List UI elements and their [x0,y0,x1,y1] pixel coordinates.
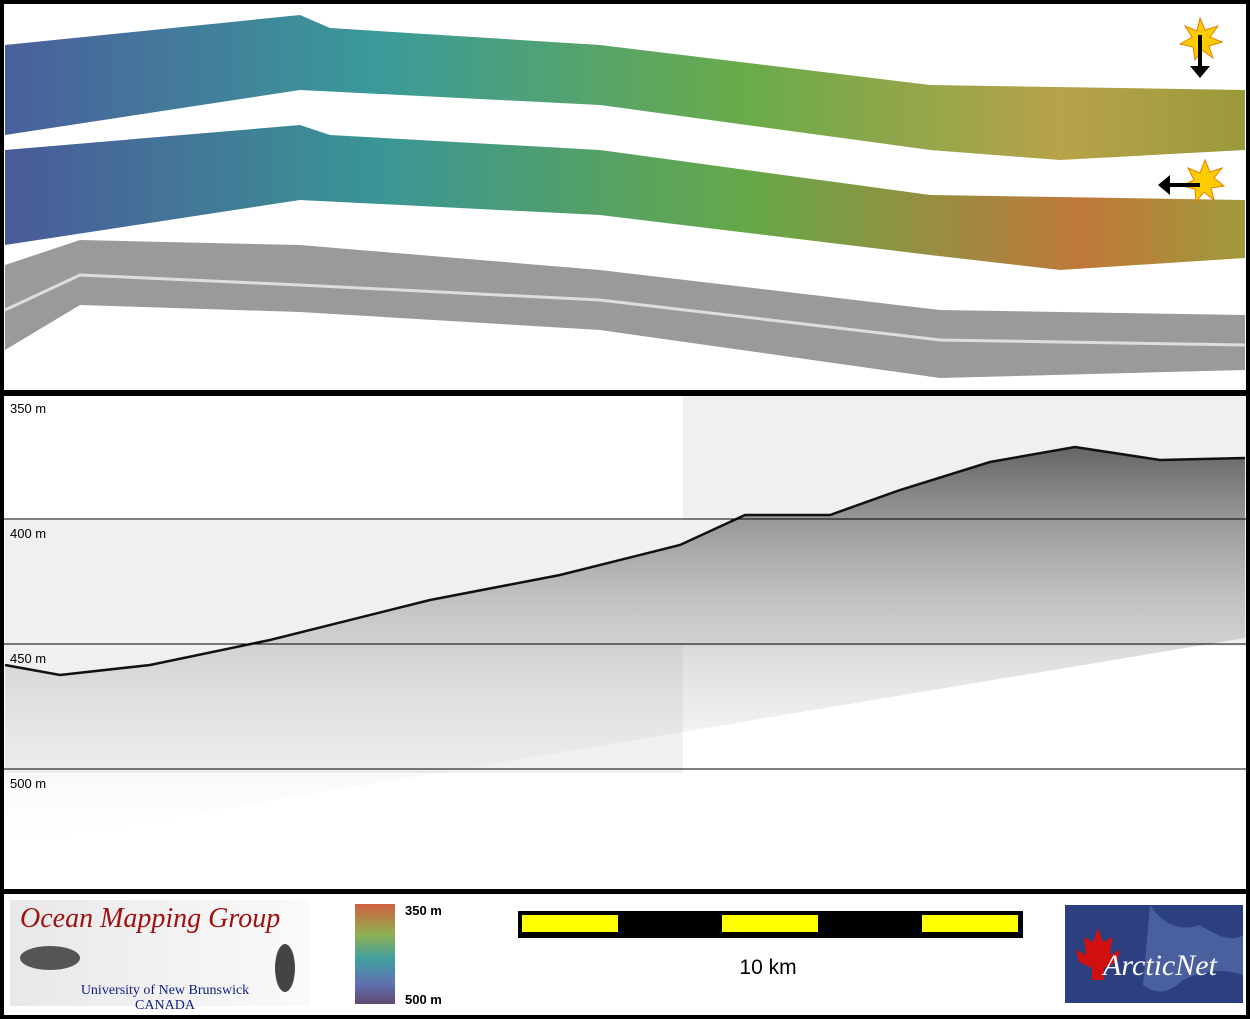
logo-map [1143,905,1243,992]
nadir-line [4,273,1246,347]
logo-sonar-image [275,944,295,992]
colorbar-top-label: 350 m [405,903,442,918]
sun-icon [1178,16,1224,78]
depth-label: 350 m [10,401,46,416]
scale-bar-segment [522,915,618,932]
colorbar-bottom-label: 500 m [405,992,442,1007]
depth-label: 500 m [10,776,46,791]
logo-maple-leaf [1076,928,1120,980]
sub-bottom-shading [5,447,1245,845]
seafloor-line [4,445,1246,677]
scale-bar-label: 10 km [739,956,796,979]
omg-logo: Ocean Mapping Group University of New Br… [10,900,310,1013]
logo-country: CANADA [135,998,196,1013]
scale-bar-segment [722,915,818,932]
bathymetry-strip-colored [5,125,1245,270]
profile: 350 m 400 m 450 m 500 m [4,393,1246,845]
colorbar [355,904,395,1004]
logo-sonar-image [20,946,80,970]
scale-bar [518,911,1023,938]
sun-icon [1158,158,1226,204]
depth-label: 400 m [10,526,46,541]
logo-university: University of New Brunswick [81,983,249,998]
depth-label: 450 m [10,651,46,666]
scale-bar-segment [922,915,1018,932]
logo-title: Ocean Mapping Group [20,903,280,934]
backscatter-strip [5,240,1245,378]
arcticnet-logo: ArcticNet [1065,905,1243,1003]
bathymetry-strip-shaded [5,15,1245,160]
logo-title: ArcticNet [1101,949,1218,982]
